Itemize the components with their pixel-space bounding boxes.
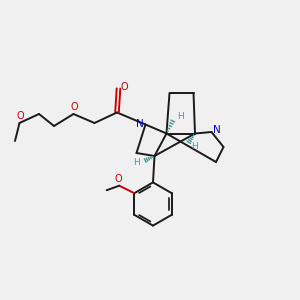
Text: H: H	[134, 158, 140, 167]
Text: H: H	[177, 112, 184, 121]
Text: N: N	[213, 124, 221, 135]
Text: O: O	[115, 174, 122, 184]
Text: O: O	[70, 102, 78, 112]
Text: O: O	[16, 111, 24, 122]
Text: N: N	[136, 119, 144, 129]
Text: H: H	[191, 142, 197, 152]
Text: O: O	[121, 82, 128, 92]
